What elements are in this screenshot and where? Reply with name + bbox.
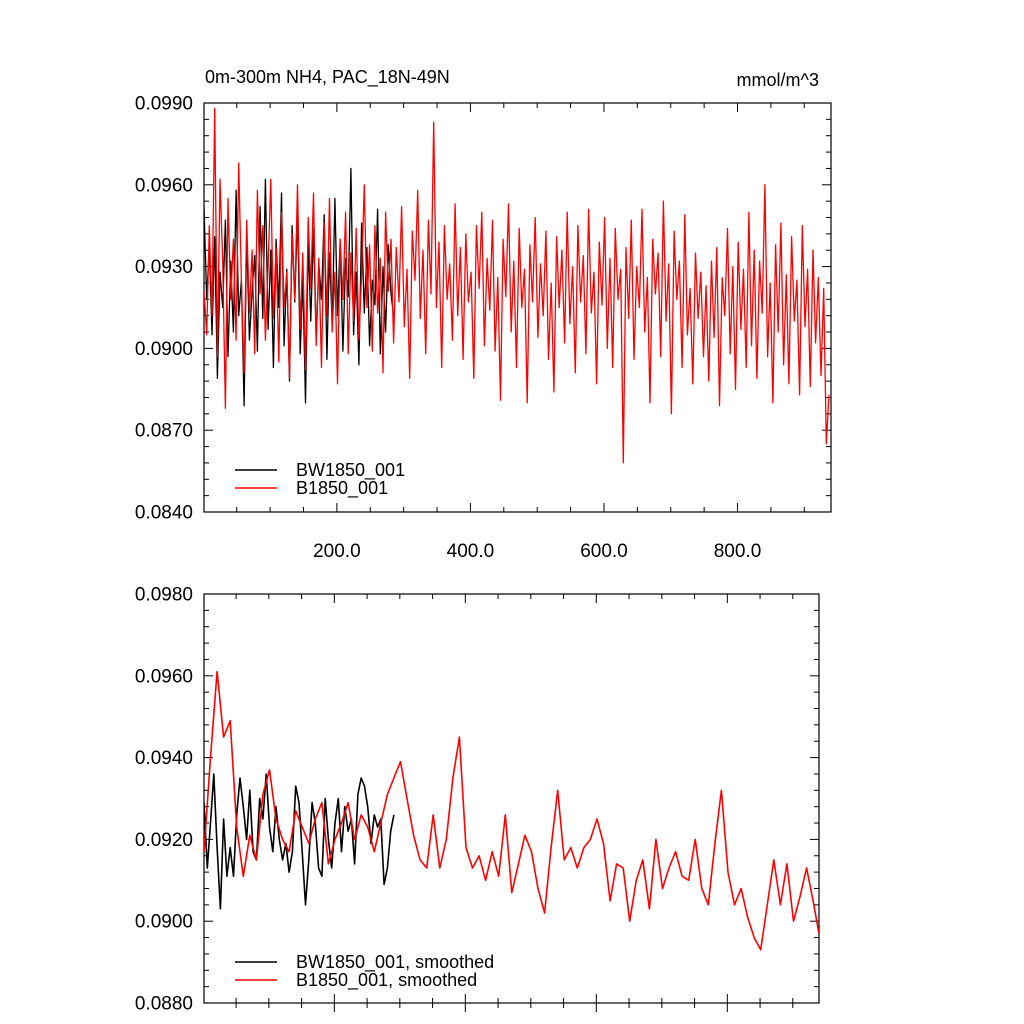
series-line-1 <box>204 107 830 464</box>
y-tick-label: 0.0940 <box>135 748 193 769</box>
plot-frame <box>203 102 832 513</box>
y-tick-label: 0.0840 <box>135 503 193 524</box>
units-label: mmol/m^3 <box>737 70 819 90</box>
top-panel: 0m-300m NH4, PAC_18N-49N mmol/m^3 0.0840… <box>135 67 832 562</box>
y-tick-label: 0.0960 <box>135 175 193 196</box>
y-tick-label: 0.0870 <box>135 421 193 442</box>
y-tick-label: 0.0900 <box>135 912 193 933</box>
bottom-panel: 0.0880 0.0900 0.0920 0.0940 0.0960 0.0980 BW18… <box>135 585 820 1015</box>
y-tick-label: 0.0880 <box>135 994 193 1015</box>
y-tick-label: 0.0900 <box>135 339 193 360</box>
legend-label: B1850_001 <box>296 478 388 499</box>
y-tick-label: 0.0920 <box>135 830 193 851</box>
legend-label: BW1850_001, smoothed <box>296 952 494 973</box>
chart-title: 0m-300m NH4, PAC_18N-49N <box>205 67 450 88</box>
y-tick-label: 0.0930 <box>135 257 193 278</box>
legend-label: BW1850_001 <box>296 460 405 481</box>
x-tick-label: 200.0 <box>313 541 361 562</box>
y-tick-label: 0.0990 <box>135 94 193 115</box>
series-line-0 <box>204 773 395 910</box>
x-tick-label: 800.0 <box>714 541 762 562</box>
series-line-1 <box>204 670 819 951</box>
y-tick-label: 0.0960 <box>135 666 193 687</box>
plot-frame <box>203 593 820 1004</box>
y-tick-label: 0.0980 <box>135 585 193 606</box>
legend-label: B1850_001, smoothed <box>296 970 477 991</box>
x-tick-label: 400.0 <box>447 541 495 562</box>
x-tick-label: 600.0 <box>580 541 628 562</box>
